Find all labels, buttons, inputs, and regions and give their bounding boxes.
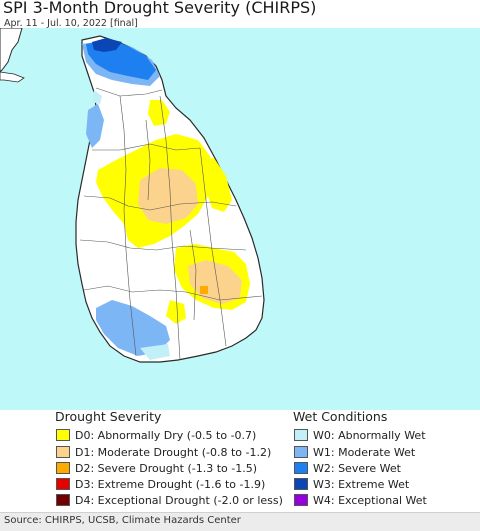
- swatch-w2: [294, 462, 308, 474]
- legend-item-d1: D1: Moderate Drought (-0.8 to -1.2): [56, 444, 271, 460]
- legend-item-d3: D3: Extreme Drought (-1.6 to -1.9): [56, 476, 265, 492]
- legend-item-w4: W4: Exceptional Wet: [294, 492, 427, 508]
- district-boundaries: [79, 87, 263, 361]
- map-subtitle: Apr. 11 - Jul. 10, 2022 [final]: [4, 18, 138, 29]
- swatch-d0: [56, 429, 70, 441]
- legend-item-w1: W1: Moderate Wet: [294, 444, 415, 460]
- legend-item-w3: W3: Extreme Wet: [294, 476, 409, 492]
- swatch-w3: [294, 478, 308, 490]
- legend-item-w2: W2: Severe Wet: [294, 460, 401, 476]
- swatch-w0: [294, 429, 308, 441]
- legend-label-d3: D3: Extreme Drought (-1.6 to -1.9): [75, 477, 266, 491]
- legend-item-w0: W0: Abnormally Wet: [294, 427, 426, 443]
- legend-item-d4: D4: Exceptional Drought (-2.0 or less): [56, 492, 283, 508]
- legend-label-d4: D4: Exceptional Drought (-2.0 or less): [75, 493, 283, 507]
- drought-d0-north: [148, 100, 170, 126]
- swatch-d3: [56, 478, 70, 490]
- legend-label-d1: D1: Moderate Drought (-0.8 to -1.2): [75, 445, 272, 459]
- legend-drought-title: Drought Severity: [55, 409, 162, 424]
- legend-label-w1: W1: Moderate Wet: [313, 445, 416, 459]
- drought-d0-east: [200, 158, 232, 212]
- swatch-w4: [294, 494, 308, 506]
- legend-label-w0: W0: Abnormally Wet: [313, 428, 426, 442]
- legend-item-d0: D0: Abnormally Dry (-0.5 to -0.7): [56, 427, 256, 443]
- drought-map: [0, 28, 480, 410]
- drought-d2-spot: [200, 286, 208, 294]
- footer-bar: Source: CHIRPS, UCSB, Climate Hazards Ce…: [0, 512, 480, 531]
- wet-w3-north: [92, 38, 122, 52]
- legend-label-w4: W4: Exceptional Wet: [313, 493, 427, 507]
- drought-d0-south: [166, 300, 186, 324]
- swatch-d1: [56, 446, 70, 458]
- legend-label-w2: W2: Severe Wet: [313, 461, 401, 475]
- swatch-d4: [56, 494, 70, 506]
- wet-w1-nw: [86, 104, 104, 148]
- wet-w0-nw: [92, 90, 102, 104]
- drought-d1-central: [138, 168, 198, 224]
- map-title: SPI 3-Month Drought Severity (CHIRPS): [3, 0, 317, 17]
- legend-label-d2: D2: Severe Drought (-1.3 to -1.5): [75, 461, 258, 475]
- mainland-bay: [0, 71, 25, 83]
- source-credit: Source: CHIRPS, UCSB, Climate Hazards Ce…: [4, 515, 241, 526]
- legend-wet-title: Wet Conditions: [293, 409, 388, 424]
- wet-w0-southwest: [140, 344, 170, 360]
- legend-label-d0: D0: Abnormally Dry (-0.5 to -0.7): [75, 428, 257, 442]
- legend-item-d2: D2: Severe Drought (-1.3 to -1.5): [56, 460, 257, 476]
- legend-label-w3: W3: Extreme Wet: [313, 477, 410, 491]
- swatch-d2: [56, 462, 70, 474]
- swatch-w1: [294, 446, 308, 458]
